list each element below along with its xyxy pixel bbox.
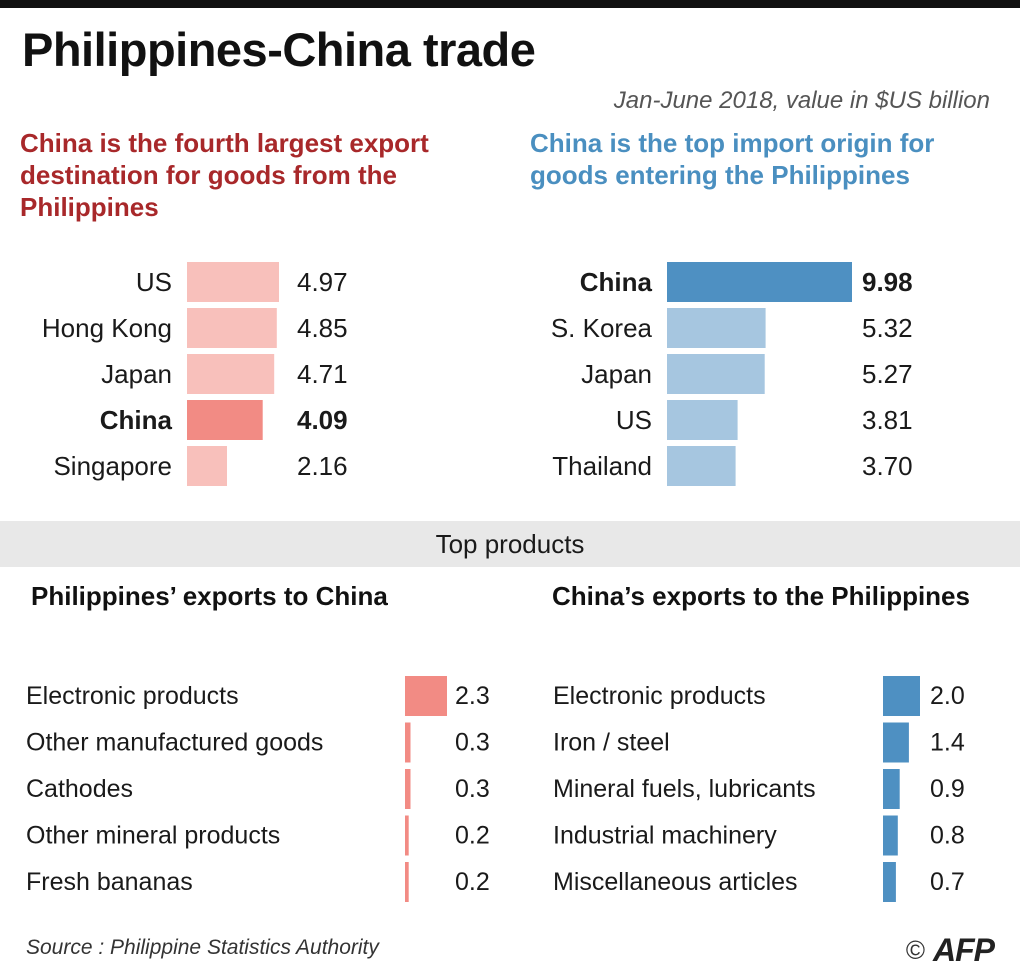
value-label-other-manufactured-goods: 0.3	[455, 729, 490, 757]
value-label-iron-steel: 1.4	[930, 729, 965, 757]
value-label-mineral-fuels-lubricants: 0.9	[930, 775, 965, 803]
category-label-other-mineral-products: Other mineral products	[26, 822, 280, 850]
category-label-japan: Japan	[581, 359, 652, 389]
top-products-band: Top products	[0, 521, 1020, 567]
bar-us	[667, 400, 738, 440]
category-label-japan: Japan	[101, 359, 172, 389]
category-label-iron-steel: Iron / steel	[553, 729, 670, 757]
page-title: Philippines-China trade	[22, 23, 536, 76]
category-label-cathodes: Cathodes	[26, 775, 133, 803]
cn-exports-heading: China’s exports to the Philippines	[552, 581, 970, 611]
value-label-other-mineral-products: 0.2	[455, 822, 490, 850]
category-label-electronic-products: Electronic products	[26, 682, 239, 710]
afp-credit: © AFP	[905, 932, 995, 969]
bar-electronic-products	[883, 676, 920, 716]
source-note: Source : Philippine Statistics Authority	[26, 936, 379, 959]
bar-singapore	[187, 446, 227, 486]
value-label-thailand: 3.70	[862, 451, 913, 481]
bar-other-mineral-products	[405, 815, 409, 856]
bar-japan	[187, 354, 275, 394]
import-origins-chart: China 9.98 S. Korea 5.32 Japan 5.27 US 3.81 Thai…	[551, 262, 913, 486]
bar-iron-steel	[883, 722, 909, 763]
value-label-china: 4.09	[297, 405, 348, 435]
category-label-china: China	[100, 405, 173, 435]
bar-cathodes	[405, 769, 411, 809]
value-label-cathodes: 0.3	[455, 775, 490, 803]
top-rule	[0, 0, 1020, 8]
value-label-singapore: 2.16	[297, 451, 348, 481]
category-label-thailand: Thailand	[552, 451, 652, 481]
category-label-us: US	[136, 267, 172, 297]
top-products-label: Top products	[435, 529, 585, 559]
ph-exports-heading: Philippines’ exports to China	[31, 581, 388, 611]
category-label-other-manufactured-goods: Other manufactured goods	[26, 729, 323, 757]
category-label-electronic-products: Electronic products	[553, 682, 766, 710]
bar-thailand	[667, 446, 736, 486]
category-label-china: China	[580, 267, 653, 297]
value-label-hong-kong: 4.85	[297, 313, 348, 343]
value-label-fresh-bananas: 0.2	[455, 868, 490, 896]
category-label-s-korea: S. Korea	[551, 313, 653, 343]
bar-miscellaneous-articles	[883, 862, 896, 902]
bar-china	[667, 262, 852, 302]
cn-exports-chart: Electronic products 2.0 Iron / steel 1.4 Min…	[553, 676, 965, 902]
bar-fresh-bananas	[405, 862, 409, 902]
export-destinations-chart: US 4.97 Hong Kong 4.85 Japan 4.71 China 4.09 Sin…	[42, 262, 348, 486]
value-label-electronic-products: 2.0	[930, 682, 965, 710]
value-label-miscellaneous-articles: 0.7	[930, 868, 965, 896]
value-label-industrial-machinery: 0.8	[930, 822, 965, 850]
category-label-hong-kong: Hong Kong	[42, 313, 172, 343]
value-label-japan: 5.27	[862, 359, 913, 389]
exports-heading: China is the fourth largest export desti…	[20, 128, 429, 222]
value-label-us: 4.97	[297, 267, 348, 297]
subtitle: Jan-June 2018, value in $US billion	[613, 87, 990, 114]
category-label-industrial-machinery: Industrial machinery	[553, 822, 777, 850]
bar-mineral-fuels-lubricants	[883, 769, 900, 809]
category-label-miscellaneous-articles: Miscellaneous articles	[553, 868, 798, 896]
bar-industrial-machinery	[883, 815, 898, 856]
value-label-electronic-products: 2.3	[455, 682, 490, 710]
bar-japan	[667, 354, 765, 394]
ph-exports-chart: Electronic products 2.3 Other manufactured…	[26, 676, 490, 902]
bar-s-korea	[667, 308, 766, 348]
category-label-singapore: Singapore	[53, 451, 172, 481]
bar-us	[187, 262, 279, 302]
bar-hong-kong	[187, 308, 277, 348]
value-label-s-korea: 5.32	[862, 313, 913, 343]
value-label-china: 9.98	[862, 267, 913, 297]
value-label-japan: 4.71	[297, 359, 348, 389]
copyright-symbol: ©	[905, 935, 925, 965]
bar-other-manufactured-goods	[405, 722, 411, 763]
category-label-us: US	[616, 405, 652, 435]
imports-heading: China is the top import origin for goods…	[530, 128, 935, 190]
category-label-fresh-bananas: Fresh bananas	[26, 868, 193, 896]
bar-electronic-products	[405, 676, 447, 716]
category-label-mineral-fuels-lubricants: Mineral fuels, lubricants	[553, 775, 816, 803]
afp-logo: AFP	[933, 932, 995, 968]
value-label-us: 3.81	[862, 405, 913, 435]
bar-china	[187, 400, 263, 440]
